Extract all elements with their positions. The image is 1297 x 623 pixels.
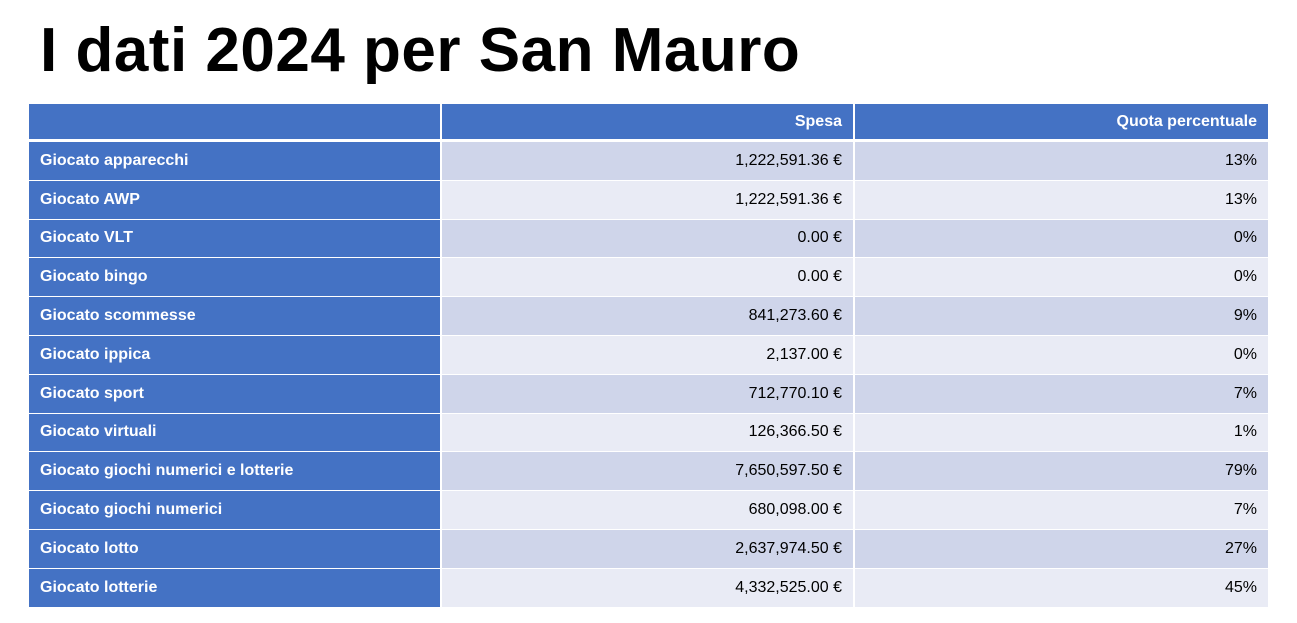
table-row: Giocato giochi numerici 680,098.00 € 7% [29,491,1268,530]
row-label: Giocato lotterie [29,568,442,608]
quota-cell: 0% [855,335,1268,375]
quota-cell: 7% [855,374,1268,414]
column-header-spesa: Spesa [442,104,855,142]
row-label: Giocato ippica [29,335,442,375]
table-header-row: Spesa Quota percentuale [29,104,1268,142]
row-label: Giocato VLT [29,219,442,259]
row-label: Giocato bingo [29,258,442,298]
spesa-cell: 0.00 € [442,219,855,259]
spesa-cell: 841,273.60 € [442,297,855,336]
spesa-cell: 1,222,591.36 € [442,180,855,220]
quota-cell: 27% [855,529,1268,569]
spesa-cell: 2,637,974.50 € [442,529,855,569]
quota-cell: 7% [855,491,1268,530]
row-label: Giocato giochi numerici e lotterie [29,452,442,492]
data-table: Spesa Quota percentuale Giocato apparecc… [29,104,1268,608]
row-label: Giocato apparecchi [29,142,442,181]
spesa-cell: 4,332,525.00 € [442,568,855,608]
quota-cell: 79% [855,452,1268,492]
page-title: I dati 2024 per San Mauro [40,16,801,85]
quota-cell: 0% [855,258,1268,298]
row-label: Giocato AWP [29,180,442,220]
table-header: Spesa Quota percentuale [29,104,1268,142]
quota-cell: 0% [855,219,1268,259]
table-row: Giocato lotto 2,637,974.50 € 27% [29,529,1268,569]
table-row: Giocato VLT 0.00 € 0% [29,219,1268,259]
row-label: Giocato giochi numerici [29,491,442,530]
table-row: Giocato virtuali 126,366.50 € 1% [29,413,1268,453]
spesa-cell: 712,770.10 € [442,374,855,414]
quota-cell: 13% [855,180,1268,220]
quota-cell: 45% [855,568,1268,608]
quota-cell: 9% [855,297,1268,336]
table-row: Giocato scommesse 841,273.60 € 9% [29,297,1268,336]
row-label: Giocato scommesse [29,297,442,336]
row-label: Giocato virtuali [29,413,442,453]
spesa-cell: 1,222,591.36 € [442,142,855,181]
row-label: Giocato lotto [29,529,442,569]
spesa-cell: 2,137.00 € [442,335,855,375]
table-row: Giocato sport 712,770.10 € 7% [29,374,1268,414]
table-row: Giocato bingo 0.00 € 0% [29,258,1268,298]
table-body: Giocato apparecchi 1,222,591.36 € 13% Gi… [29,142,1268,608]
quota-cell: 1% [855,413,1268,453]
quota-cell: 13% [855,142,1268,181]
row-label: Giocato sport [29,374,442,414]
table-row: Giocato lotterie 4,332,525.00 € 45% [29,568,1268,608]
column-header-quota: Quota percentuale [855,104,1268,142]
table-row: Giocato AWP 1,222,591.36 € 13% [29,180,1268,220]
spesa-cell: 126,366.50 € [442,413,855,453]
table-row: Giocato ippica 2,137.00 € 0% [29,335,1268,375]
table-row: Giocato giochi numerici e lotterie 7,650… [29,452,1268,492]
spesa-cell: 0.00 € [442,258,855,298]
spesa-cell: 680,098.00 € [442,491,855,530]
spesa-cell: 7,650,597.50 € [442,452,855,492]
table-row: Giocato apparecchi 1,222,591.36 € 13% [29,142,1268,181]
column-header-category [29,104,442,142]
